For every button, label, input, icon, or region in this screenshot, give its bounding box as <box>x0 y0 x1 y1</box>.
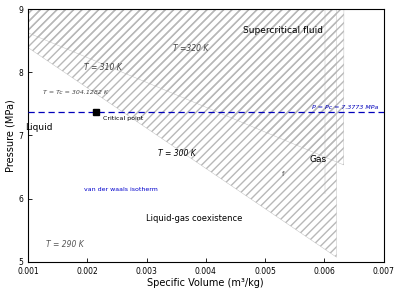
Text: T = Tc = 304.1282 K: T = Tc = 304.1282 K <box>43 90 108 95</box>
Text: P = Pc = 7.3773 MPa: P = Pc = 7.3773 MPa <box>312 105 379 110</box>
Text: Critical point: Critical point <box>103 116 143 121</box>
Text: T = 300 K: T = 300 K <box>158 149 196 158</box>
Text: Liquid: Liquid <box>25 123 52 132</box>
X-axis label: Specific Volume (m³/kg): Specific Volume (m³/kg) <box>148 278 264 288</box>
Text: T =320 K: T =320 K <box>173 44 208 53</box>
Text: van der waals isotherm: van der waals isotherm <box>84 187 158 192</box>
Text: Gas: Gas <box>310 155 327 164</box>
Text: T = 310 K: T = 310 K <box>84 63 122 72</box>
Text: T = 290 K: T = 290 K <box>46 240 84 249</box>
Text: Liquid-gas coexistence: Liquid-gas coexistence <box>146 214 242 223</box>
Y-axis label: Pressure (MPa): Pressure (MPa) <box>6 99 16 172</box>
Text: f: f <box>282 171 284 177</box>
Text: Supercritical fluid: Supercritical fluid <box>243 26 323 35</box>
